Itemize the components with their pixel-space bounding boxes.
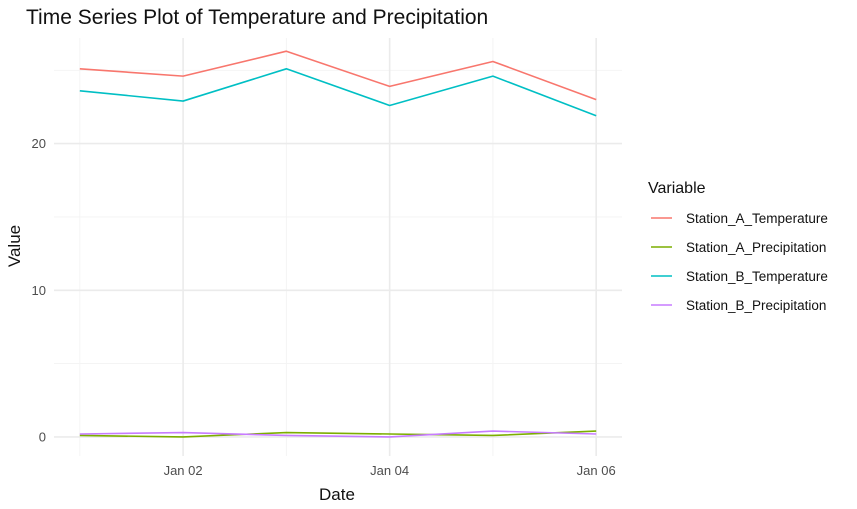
y-axis-title: Value [5, 225, 24, 267]
legend-label: Station_A_Temperature [686, 211, 828, 226]
x-axis-ticks: Jan 02 Jan 04 Jan 06 [164, 463, 616, 478]
x-axis-title: Date [319, 485, 355, 504]
legend-label: Station_B_Temperature [686, 269, 828, 284]
series-line-station-a-precipitation [79, 430, 597, 438]
x-tick-label: Jan 02 [164, 463, 203, 478]
x-tick-label: Jan 04 [370, 463, 409, 478]
y-tick-label: 10 [32, 283, 46, 298]
major-gridlines [54, 38, 622, 456]
series-lines [79, 50, 597, 438]
legend: Variable Station_A_Temperature Station_A_… [648, 180, 828, 313]
x-tick-label: Jan 06 [577, 463, 616, 478]
series-line-station-b-precipitation [79, 430, 597, 438]
legend-label: Station_B_Precipitation [686, 298, 826, 313]
chart-title: Time Series Plot of Temperature and Prec… [26, 6, 488, 29]
legend-label: Station_A_Precipitation [686, 240, 826, 255]
y-tick-label: 20 [32, 136, 46, 151]
series-line-station-b-temperature [79, 68, 597, 117]
series-line-station-a-temperature [79, 50, 597, 101]
minor-gridlines [54, 38, 622, 456]
y-axis-ticks: 0 10 20 [32, 136, 46, 444]
legend-title: Variable [648, 180, 706, 197]
y-tick-label: 0 [39, 429, 46, 444]
